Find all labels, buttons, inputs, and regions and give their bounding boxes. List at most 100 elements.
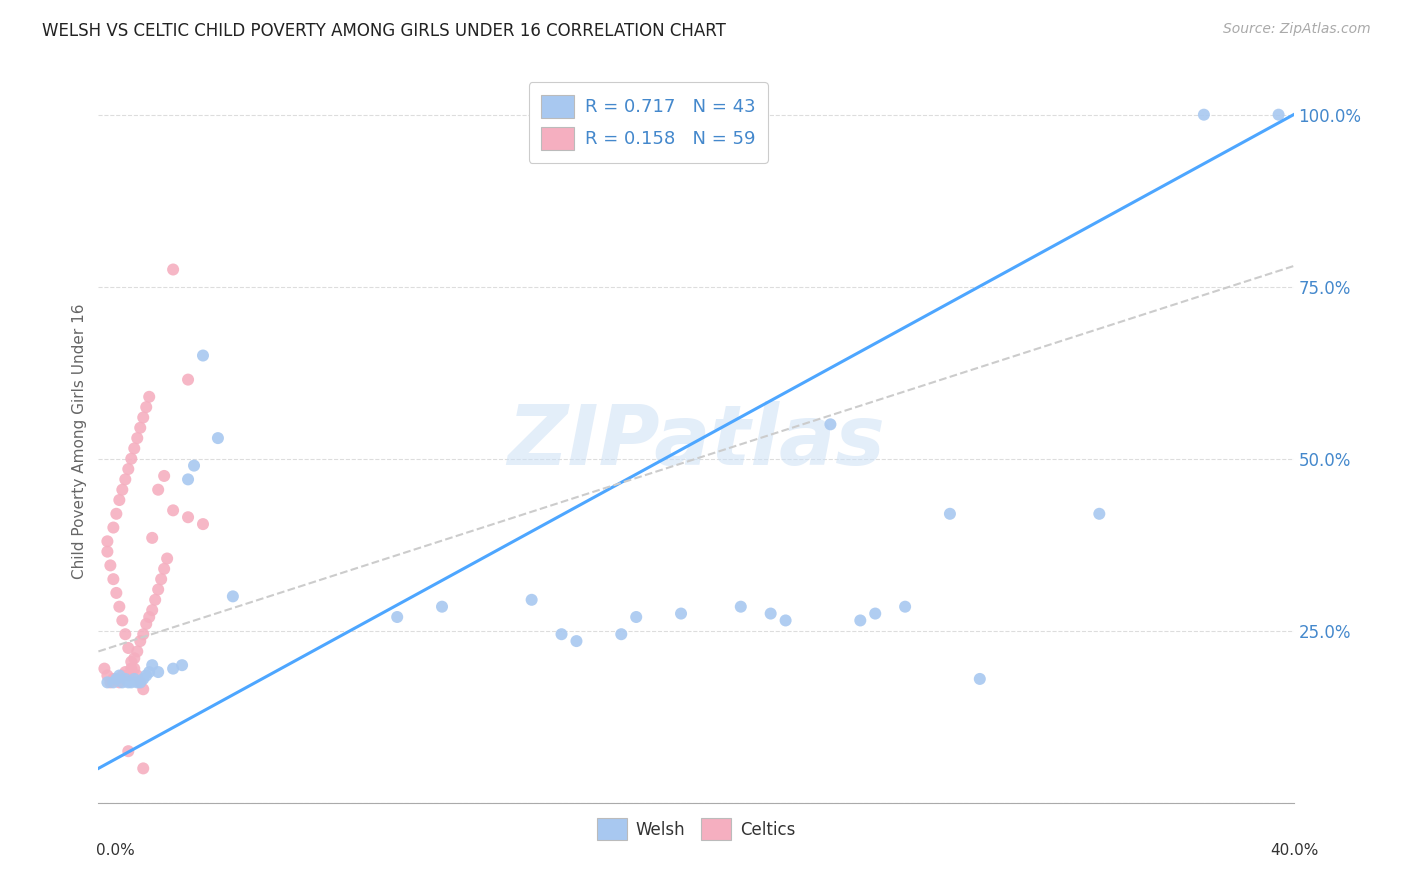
Point	[565, 634, 588, 648]
Point	[124, 662, 146, 676]
Point	[1192, 108, 1215, 122]
Point	[96, 544, 118, 558]
Point	[103, 675, 125, 690]
Point	[191, 517, 214, 532]
Point	[143, 592, 166, 607]
Point	[148, 483, 170, 497]
Point	[129, 675, 152, 690]
Text: 40.0%: 40.0%	[1271, 843, 1319, 858]
Point	[105, 586, 128, 600]
Point	[114, 472, 136, 486]
Point	[127, 675, 149, 690]
Point	[132, 627, 155, 641]
Point	[120, 451, 142, 466]
Point	[626, 610, 648, 624]
Point	[141, 603, 163, 617]
Point	[105, 672, 128, 686]
Point	[117, 675, 139, 690]
Point	[127, 431, 149, 445]
Point	[153, 562, 176, 576]
Point	[207, 431, 229, 445]
Point	[430, 599, 453, 614]
Y-axis label: Child Poverty Among Girls Under 16: Child Poverty Among Girls Under 16	[72, 304, 87, 579]
Point	[98, 675, 122, 690]
Point	[141, 658, 163, 673]
Point	[156, 551, 179, 566]
Point	[96, 675, 118, 690]
Point	[117, 668, 139, 682]
Point	[120, 655, 142, 669]
Point	[124, 672, 146, 686]
Text: ZIPatlas: ZIPatlas	[508, 401, 884, 482]
Point	[103, 572, 125, 586]
Point	[849, 614, 872, 628]
Point	[117, 640, 139, 655]
Point	[132, 761, 155, 775]
Point	[108, 493, 131, 508]
Point	[111, 483, 134, 497]
Point	[148, 582, 170, 597]
Point	[1088, 507, 1111, 521]
Point	[759, 607, 782, 621]
Point	[129, 421, 152, 435]
Point	[114, 627, 136, 641]
Point	[103, 672, 125, 686]
Point	[969, 672, 991, 686]
Point	[222, 590, 245, 604]
Point	[820, 417, 842, 432]
Text: WELSH VS CELTIC CHILD POVERTY AMONG GIRLS UNDER 16 CORRELATION CHART: WELSH VS CELTIC CHILD POVERTY AMONG GIRL…	[42, 22, 725, 40]
Point	[177, 472, 200, 486]
Point	[105, 507, 128, 521]
Point	[124, 442, 146, 456]
Point	[114, 672, 136, 686]
Point	[120, 662, 142, 676]
Point	[385, 610, 409, 624]
Point	[138, 665, 160, 679]
Point	[114, 665, 136, 679]
Point	[177, 373, 200, 387]
Point	[108, 675, 131, 690]
Point	[939, 507, 962, 521]
Point	[177, 510, 200, 524]
Text: 0.0%: 0.0%	[96, 843, 135, 858]
Point	[129, 634, 152, 648]
Point	[520, 592, 543, 607]
Point	[105, 672, 128, 686]
Point	[108, 599, 131, 614]
Point	[111, 614, 134, 628]
Point	[138, 390, 160, 404]
Point	[135, 668, 157, 682]
Point	[111, 668, 134, 682]
Point	[117, 744, 139, 758]
Point	[103, 520, 125, 534]
Point	[172, 658, 194, 673]
Point	[162, 503, 184, 517]
Point	[669, 607, 692, 621]
Point	[108, 668, 131, 682]
Point	[135, 400, 157, 414]
Point	[162, 662, 184, 676]
Point	[138, 610, 160, 624]
Point	[127, 668, 149, 682]
Point	[183, 458, 205, 473]
Point	[730, 599, 752, 614]
Point	[96, 534, 118, 549]
Point	[132, 672, 155, 686]
Point	[150, 572, 173, 586]
Text: Source: ZipAtlas.com: Source: ZipAtlas.com	[1223, 22, 1371, 37]
Point	[148, 665, 170, 679]
Point	[120, 675, 142, 690]
Point	[1267, 108, 1289, 122]
Point	[124, 651, 146, 665]
Point	[135, 616, 157, 631]
Point	[775, 614, 797, 628]
Point	[111, 675, 134, 690]
Point	[162, 262, 184, 277]
Point	[132, 682, 155, 697]
Point	[98, 558, 122, 573]
Point	[129, 675, 152, 690]
Point	[117, 462, 139, 476]
Point	[141, 531, 163, 545]
Point	[132, 410, 155, 425]
Point	[191, 349, 214, 363]
